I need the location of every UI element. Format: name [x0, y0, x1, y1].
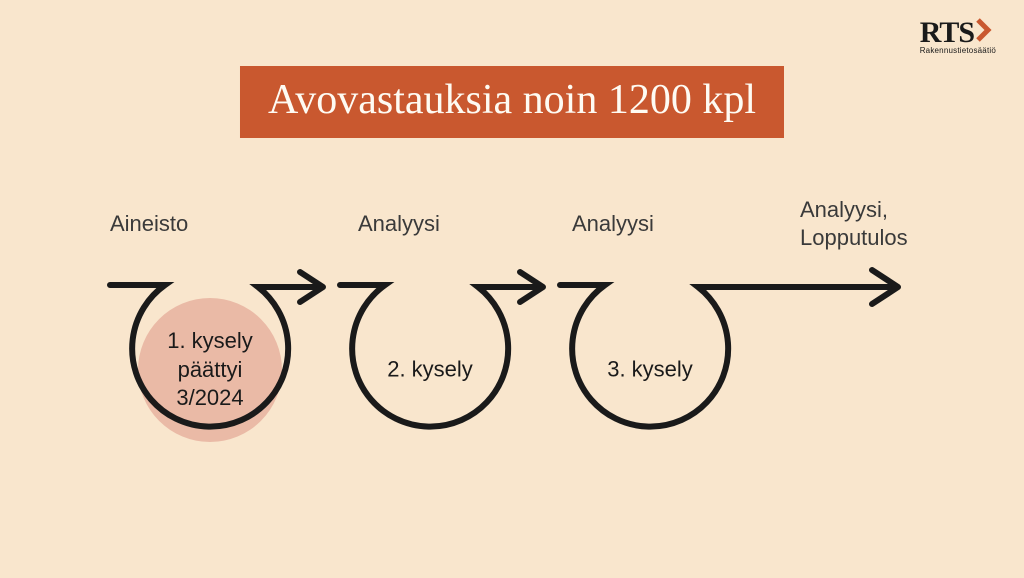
- process-diagram: Aineisto Analyysi Analyysi Analyysi, Lop…: [0, 210, 1024, 530]
- logo-text-row: RTS: [920, 18, 996, 48]
- diagram-svg: [0, 210, 1024, 530]
- brand-logo: RTS Rakennustietosäätiö: [920, 18, 996, 55]
- node-1-label: 1. kysely päättyi 3/2024: [167, 327, 253, 413]
- slide-canvas: RTS Rakennustietosäätiö Avovastauksia no…: [0, 0, 1024, 578]
- node-2-label: 2. kysely: [387, 356, 473, 385]
- page-title: Avovastauksia noin 1200 kpl: [268, 76, 756, 124]
- loop-3: [560, 270, 898, 427]
- chevron-right-icon: [976, 18, 994, 48]
- loop-2: [340, 272, 543, 427]
- logo-subtitle: Rakennustietosäätiö: [920, 46, 996, 55]
- title-banner: Avovastauksia noin 1200 kpl: [240, 66, 784, 138]
- node-3-label: 3. kysely: [607, 356, 693, 385]
- logo-text: RTS: [920, 18, 974, 48]
